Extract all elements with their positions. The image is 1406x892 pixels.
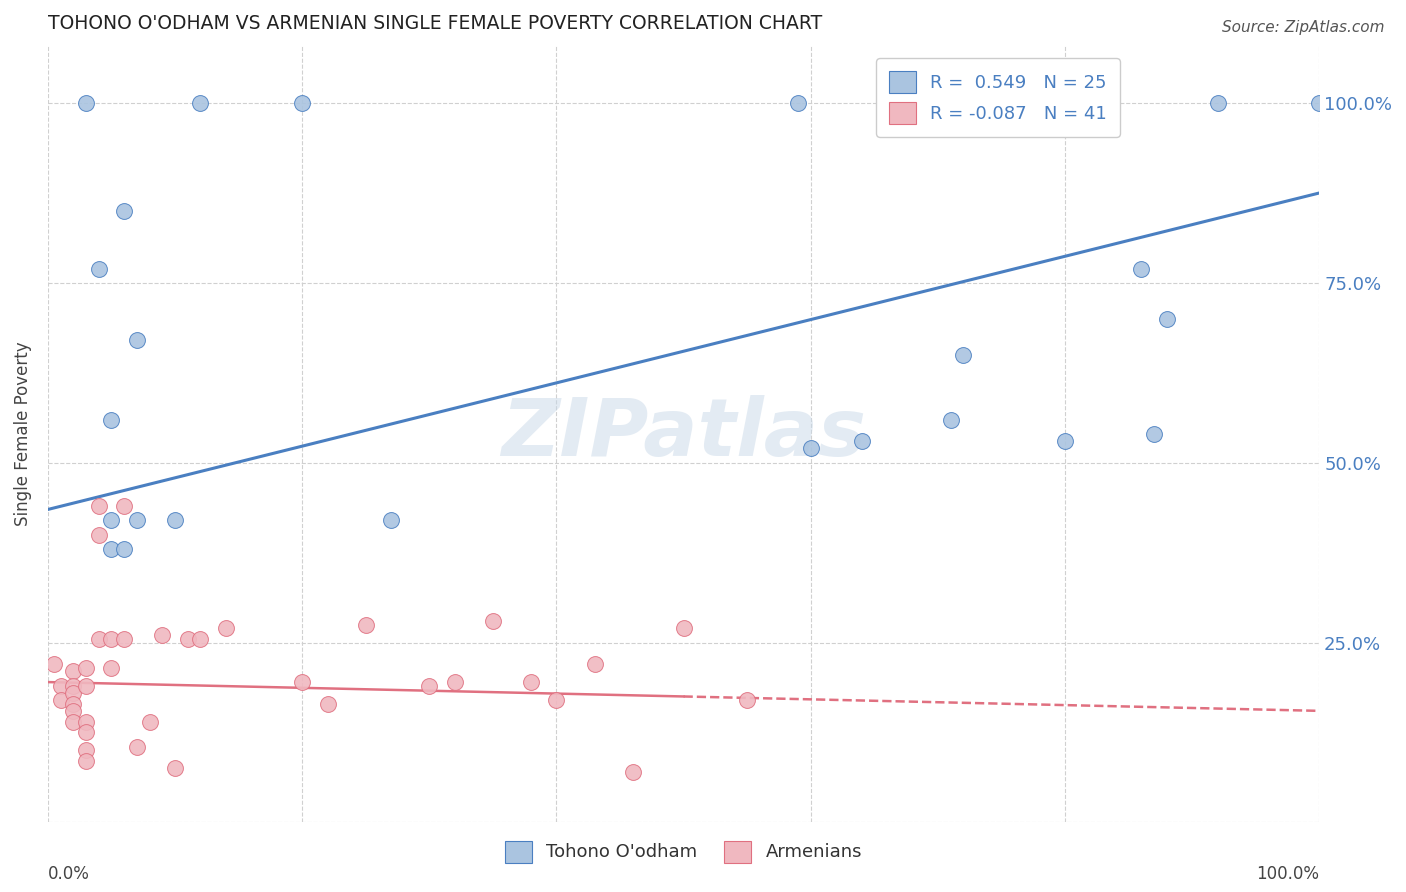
Point xyxy=(177,632,200,646)
Y-axis label: Single Female Poverty: Single Female Poverty xyxy=(14,342,32,526)
Point xyxy=(75,743,97,757)
Point xyxy=(443,675,465,690)
Point xyxy=(380,513,402,527)
Point xyxy=(112,541,135,556)
Legend: Tohono O'odham, Armenians: Tohono O'odham, Armenians xyxy=(496,831,872,871)
Text: Source: ZipAtlas.com: Source: ZipAtlas.com xyxy=(1222,20,1385,35)
Point xyxy=(87,499,110,513)
Point xyxy=(87,261,110,276)
Point xyxy=(939,412,962,426)
Point xyxy=(75,661,97,675)
Point xyxy=(62,686,84,700)
Point xyxy=(1156,311,1178,326)
Point xyxy=(952,348,974,362)
Point xyxy=(112,499,135,513)
Point xyxy=(100,632,122,646)
Point xyxy=(520,675,543,690)
Point xyxy=(621,764,644,779)
Text: ZIPatlas: ZIPatlas xyxy=(501,395,866,473)
Point xyxy=(100,513,122,527)
Point xyxy=(44,657,66,672)
Point xyxy=(87,527,110,541)
Point xyxy=(215,621,238,635)
Point xyxy=(800,442,823,456)
Point xyxy=(291,96,314,111)
Point xyxy=(125,334,148,348)
Point xyxy=(1130,261,1153,276)
Point xyxy=(75,725,97,739)
Point xyxy=(1206,96,1229,111)
Point xyxy=(87,632,110,646)
Point xyxy=(75,679,97,693)
Point xyxy=(190,632,212,646)
Point xyxy=(1053,96,1076,111)
Text: TOHONO O'ODHAM VS ARMENIAN SINGLE FEMALE POVERTY CORRELATION CHART: TOHONO O'ODHAM VS ARMENIAN SINGLE FEMALE… xyxy=(48,14,823,33)
Point xyxy=(112,632,135,646)
Point xyxy=(190,96,212,111)
Point xyxy=(163,513,186,527)
Point xyxy=(138,714,160,729)
Point xyxy=(100,541,122,556)
Point xyxy=(316,697,339,711)
Point xyxy=(49,693,72,707)
Point xyxy=(49,679,72,693)
Point xyxy=(1308,96,1330,111)
Point xyxy=(1143,426,1166,441)
Point xyxy=(75,96,97,111)
Point xyxy=(112,204,135,219)
Point xyxy=(546,693,568,707)
Point xyxy=(62,665,84,679)
Point xyxy=(418,679,440,693)
Point xyxy=(100,412,122,426)
Point xyxy=(62,697,84,711)
Point xyxy=(125,739,148,754)
Point xyxy=(163,761,186,775)
Point xyxy=(1053,434,1076,449)
Point xyxy=(62,704,84,718)
Point xyxy=(75,754,97,768)
Point xyxy=(787,96,810,111)
Text: 0.0%: 0.0% xyxy=(48,865,90,883)
Point xyxy=(851,434,873,449)
Point xyxy=(125,513,148,527)
Point xyxy=(354,617,377,632)
Point xyxy=(62,714,84,729)
Point xyxy=(482,614,505,628)
Point xyxy=(583,657,606,672)
Point xyxy=(672,621,695,635)
Point xyxy=(291,675,314,690)
Point xyxy=(75,714,97,729)
Point xyxy=(62,679,84,693)
Point xyxy=(100,661,122,675)
Point xyxy=(150,628,173,642)
Text: 100.0%: 100.0% xyxy=(1256,865,1319,883)
Point xyxy=(735,693,758,707)
